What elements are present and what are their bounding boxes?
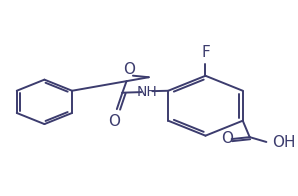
Text: O: O bbox=[123, 62, 135, 77]
Text: O: O bbox=[221, 131, 233, 146]
Text: NH: NH bbox=[137, 85, 158, 99]
Text: F: F bbox=[201, 45, 210, 60]
Text: O: O bbox=[108, 114, 120, 129]
Text: OH: OH bbox=[272, 135, 295, 150]
